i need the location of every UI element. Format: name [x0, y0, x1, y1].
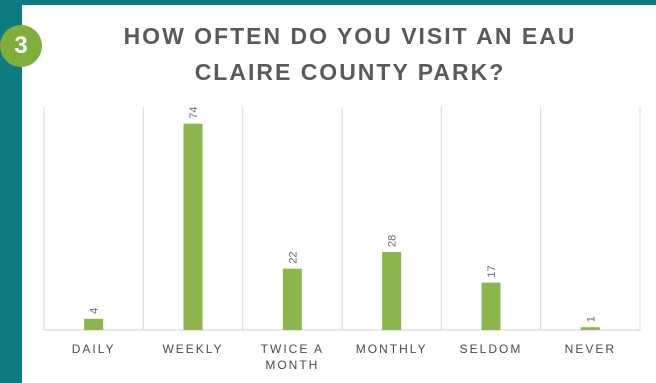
data-label-1: 74: [188, 106, 200, 118]
left-frame-bar: [0, 0, 22, 383]
slide-number-badge: 3: [0, 25, 42, 67]
x-tick-label-3-0: MONTHLY: [356, 342, 428, 356]
bar-1: [183, 123, 203, 330]
x-tick-label-4-0: SELDOM: [460, 342, 523, 356]
bar-2: [282, 268, 302, 330]
bar-5: [580, 327, 600, 330]
x-tick-label-1-0: WEEKLY: [162, 342, 223, 356]
chart-title-line-2: CLAIRE COUNTY PARK?: [194, 59, 506, 85]
chart-title: HOW OFTEN DO YOU VISIT AN EAU CLAIRE COU…: [40, 18, 656, 90]
slide-number: 3: [14, 32, 28, 59]
x-tick-label-5-0: NEVER: [565, 342, 616, 356]
x-tick-label-2-1: MONTH: [265, 358, 319, 372]
data-label-3: 28: [387, 235, 399, 247]
bar-3: [382, 251, 402, 330]
x-tick-label-2-0: TWICE A: [261, 342, 324, 356]
data-label-4: 17: [486, 265, 498, 277]
data-label-0: 4: [89, 308, 101, 314]
chart-title-line-1: HOW OFTEN DO YOU VISIT AN EAU: [123, 23, 577, 49]
top-frame-bar: [0, 0, 656, 5]
data-label-5: 1: [585, 316, 597, 322]
bar-0: [84, 318, 104, 330]
bar-4: [481, 282, 501, 330]
x-tick-label-0-0: DAILY: [72, 342, 116, 356]
data-label-2: 22: [287, 251, 299, 263]
